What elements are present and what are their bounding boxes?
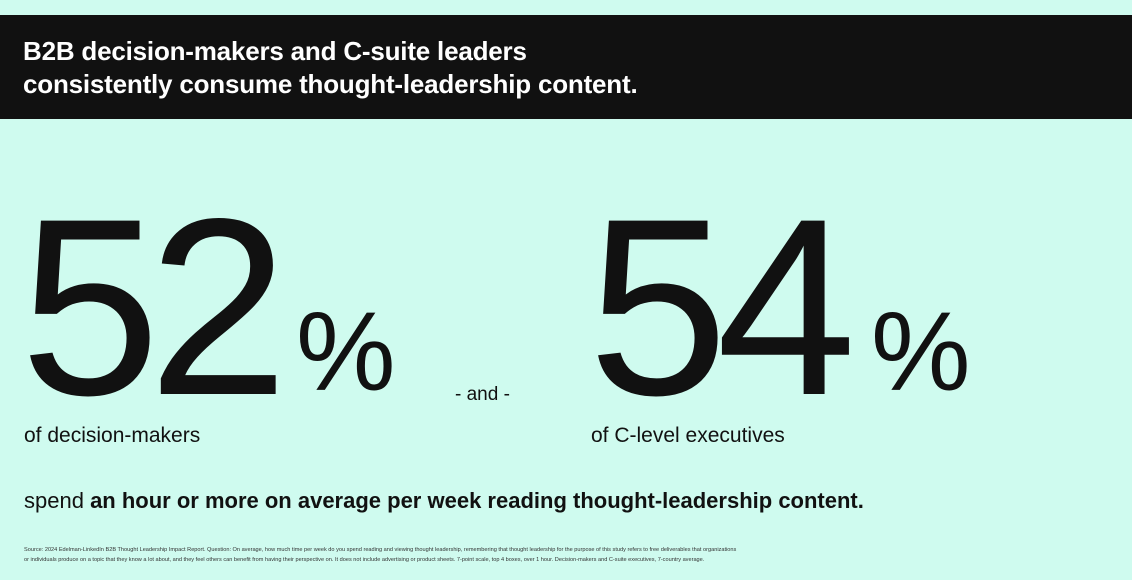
stat-label-c-level: of C-level executives bbox=[591, 424, 785, 447]
stat-label-decision-makers: of decision-makers bbox=[24, 424, 201, 447]
summary-statement: spend an hour or more on average per wee… bbox=[24, 487, 864, 515]
stat-number-decision-makers: 52 bbox=[20, 167, 288, 448]
stat-number-c-level: 54 bbox=[588, 167, 856, 448]
headline-line-1: B2B decision-makers and C-suite leaders bbox=[23, 36, 527, 66]
headline-line-2: consistently consume thought-leadership … bbox=[23, 69, 638, 99]
summary-emphasis: an hour or more on average per week read… bbox=[90, 488, 864, 513]
summary-prefix: spend bbox=[24, 488, 91, 513]
source-line-1: Source: 2024 Edelman-LinkedIn B2B Though… bbox=[24, 547, 737, 553]
percent-sign-c-level: % bbox=[871, 289, 971, 414]
source-footnote: Source: 2024 Edelman-LinkedIn B2B Though… bbox=[24, 545, 784, 565]
connector-text: - and - bbox=[455, 384, 510, 405]
source-line-2: or individuals produce on a topic that t… bbox=[24, 557, 705, 563]
percent-sign-decision-makers: % bbox=[296, 289, 396, 414]
headline-banner: B2B decision-makers and C-suite leaders … bbox=[0, 15, 1132, 119]
